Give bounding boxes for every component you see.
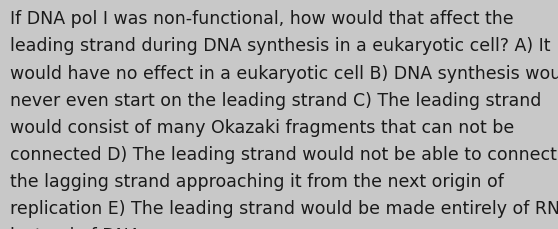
Text: If DNA pol I was non-functional, how would that affect the: If DNA pol I was non-functional, how wou…	[10, 10, 514, 28]
Text: would have no effect in a eukaryotic cell B) DNA synthesis would: would have no effect in a eukaryotic cel…	[10, 64, 558, 82]
Text: would consist of many Okazaki fragments that can not be: would consist of many Okazaki fragments …	[10, 118, 514, 136]
Text: never even start on the leading strand C) The leading strand: never even start on the leading strand C…	[10, 91, 541, 109]
Text: instead of DNA: instead of DNA	[10, 226, 141, 229]
Text: replication E) The leading strand would be made entirely of RNA: replication E) The leading strand would …	[10, 199, 558, 217]
Text: the lagging strand approaching it from the next origin of: the lagging strand approaching it from t…	[10, 172, 504, 190]
Text: connected D) The leading strand would not be able to connect to: connected D) The leading strand would no…	[10, 145, 558, 163]
Text: leading strand during DNA synthesis in a eukaryotic cell? A) It: leading strand during DNA synthesis in a…	[10, 37, 551, 55]
